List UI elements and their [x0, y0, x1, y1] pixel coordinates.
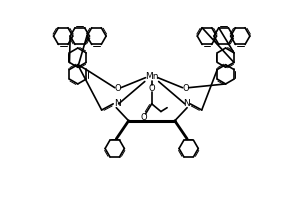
Text: O: O — [115, 84, 121, 92]
Text: O: O — [182, 84, 189, 92]
Text: O: O — [148, 84, 155, 93]
Text: N: N — [114, 99, 120, 108]
Text: Mn: Mn — [145, 72, 158, 81]
Text: O: O — [141, 113, 147, 122]
Text: N: N — [183, 99, 190, 108]
